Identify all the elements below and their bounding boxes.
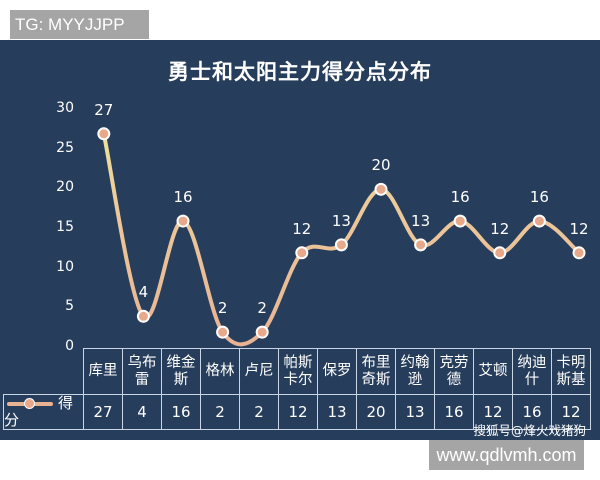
data-label: 16 xyxy=(173,188,193,207)
value-cell: 2 xyxy=(239,394,279,430)
category-cell: 克劳德 xyxy=(434,348,474,395)
data-label: 13 xyxy=(411,211,431,230)
legend-label: 得分 xyxy=(4,394,74,429)
category-cell: 保罗 xyxy=(317,348,357,395)
value-cell: 16 xyxy=(161,394,201,430)
data-point-marker[interactable] xyxy=(493,246,507,260)
series-line-defen xyxy=(101,131,581,347)
data-table: 库里 乌布雷维金斯格林 卢尼 帕斯 卡尔 保罗 布里 奇斯 约翰逊克劳德艾顿 纳迪什卡明 斯基 得分… xyxy=(3,348,591,430)
data-label: 12 xyxy=(569,219,589,238)
data-label: 12 xyxy=(292,219,312,238)
data-point-marker[interactable] xyxy=(255,325,269,339)
category-cell: 乌布雷 xyxy=(122,348,162,395)
category-cell: 纳迪什 xyxy=(512,348,552,395)
data-point-marker[interactable] xyxy=(334,238,348,252)
data-label: 27 xyxy=(94,100,114,119)
category-label-line: 乌布 xyxy=(127,354,157,371)
data-point-marker[interactable] xyxy=(176,214,190,228)
value-cell: 13 xyxy=(395,394,435,430)
category-cell: 维金斯 xyxy=(161,348,201,395)
category-label-line: 克劳 xyxy=(439,354,469,371)
value-row: 得分 27 4 16 2 2 12 13 20 13 16 12 16 12 xyxy=(3,394,591,430)
data-point-marker[interactable] xyxy=(532,214,546,228)
y-tick-label: 20 xyxy=(56,179,74,196)
watermark-tg: TG: MYYJJPP xyxy=(10,10,149,39)
y-tick-label: 15 xyxy=(56,219,74,235)
y-tick-label: 5 xyxy=(65,298,74,315)
category-label-line: 保罗 xyxy=(322,363,352,379)
data-point-marker[interactable] xyxy=(572,246,586,260)
category-label-line: 库里 xyxy=(88,363,118,379)
data-markers xyxy=(97,127,586,339)
legend-line-marker-icon xyxy=(7,397,53,409)
category-label-line: 德 xyxy=(446,371,462,388)
source-credit: 搜狐号@烽火戏猪狗 xyxy=(473,423,586,438)
value-cell: 4 xyxy=(122,394,162,430)
data-label: 20 xyxy=(371,156,391,175)
category-label-line: 维金 xyxy=(166,354,196,371)
watermark-url: www.qdlvmh.com xyxy=(429,440,584,470)
y-tick-label: 25 xyxy=(56,139,74,156)
category-cell: 帕斯 卡尔 xyxy=(278,348,318,395)
category-label-line: 雷 xyxy=(134,371,150,388)
data-label: 2 xyxy=(257,299,267,318)
value-cell: 16 xyxy=(434,394,474,430)
data-point-marker[interactable] xyxy=(136,309,150,323)
category-label-line: 帕斯 xyxy=(283,354,313,371)
category-label-line: 纳迪 xyxy=(517,354,547,371)
category-label-line: 卡尔 xyxy=(283,371,313,388)
data-point-marker[interactable] xyxy=(414,238,428,252)
data-label: 2 xyxy=(217,299,228,318)
data-label: 13 xyxy=(331,211,351,230)
y-tick-label: 10 xyxy=(56,258,74,275)
y-tick-label: 30 xyxy=(56,100,74,116)
category-label-line: 约翰 xyxy=(400,354,430,371)
value-cell: 12 xyxy=(551,394,591,430)
category-cell: 布里 奇斯 xyxy=(356,348,396,395)
data-label: 16 xyxy=(450,188,470,207)
category-label-line: 布里 xyxy=(361,354,391,371)
y-tick-label: 0 xyxy=(65,338,74,354)
category-cell: 格林 xyxy=(200,348,240,395)
value-cell: 2 xyxy=(200,394,240,430)
category-label-line: 逊 xyxy=(407,371,423,388)
category-cell: 卢尼 xyxy=(239,348,279,395)
category-label-line: 斯基 xyxy=(556,371,586,388)
data-point-marker[interactable] xyxy=(216,325,230,339)
category-cell: 约翰逊 xyxy=(395,348,435,395)
category-label-line: 奇斯 xyxy=(361,371,391,388)
data-label: 12 xyxy=(490,219,510,238)
legend-cell[interactable]: 得分 xyxy=(3,394,84,430)
value-cell: 16 xyxy=(512,394,552,430)
data-point-marker[interactable] xyxy=(97,127,111,141)
value-cell: 27 xyxy=(83,394,123,430)
category-label-line: 艾顿 xyxy=(478,363,508,379)
chart-title: 勇士和太阳主力得分点分布 xyxy=(168,60,432,84)
data-label: 4 xyxy=(138,283,149,302)
category-row: 库里 乌布雷维金斯格林 卢尼 帕斯 卡尔 保罗 布里 奇斯 约翰逊克劳德艾顿 纳迪什卡明 斯基 xyxy=(3,348,591,395)
value-cell: 12 xyxy=(278,394,318,430)
table-corner xyxy=(3,348,84,395)
category-label-line: 卢尼 xyxy=(244,363,274,379)
category-label-line: 格林 xyxy=(205,363,235,379)
value-cell: 20 xyxy=(356,394,396,430)
data-point-marker[interactable] xyxy=(374,182,388,196)
category-label-line: 斯 xyxy=(173,371,189,388)
category-cell: 库里 xyxy=(83,348,123,395)
data-label: 16 xyxy=(529,188,549,207)
value-cell: 13 xyxy=(317,394,357,430)
data-point-marker[interactable] xyxy=(453,214,467,228)
category-cell: 卡明 斯基 xyxy=(551,348,591,395)
data-point-marker[interactable] xyxy=(295,246,309,260)
category-label-line: 卡明 xyxy=(556,354,586,371)
category-label-line: 什 xyxy=(524,371,540,388)
category-cell: 艾顿 xyxy=(473,348,513,395)
